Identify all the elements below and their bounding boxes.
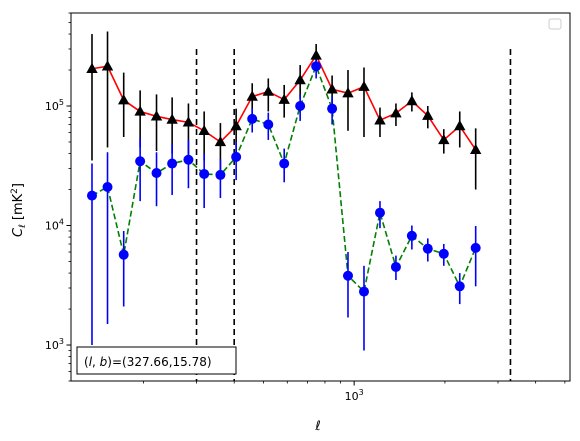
series-1-point (263, 119, 274, 130)
series-0-point (278, 93, 290, 104)
annotation-box: (l, b)=(327.66,15.78) (76, 346, 237, 375)
series-1-point (422, 243, 433, 254)
x-tick-label: 103 (345, 388, 364, 403)
series-1-point (151, 168, 162, 179)
series-1-point (342, 270, 353, 281)
series-1-point (470, 242, 481, 253)
series-1-point (215, 169, 226, 180)
series-1-point (295, 100, 306, 111)
series-1-point (279, 158, 290, 169)
legend-box (548, 18, 562, 30)
series-0-point (230, 120, 242, 131)
series-0-point (454, 120, 466, 131)
series-0-point (214, 135, 227, 147)
series-1-point (231, 151, 242, 162)
series-0-point (101, 60, 114, 71)
series-1-point (247, 113, 258, 124)
series-0-point (134, 105, 146, 116)
series-1-point (358, 286, 369, 297)
series-0-point (86, 62, 98, 73)
series-1-point (438, 248, 449, 259)
y-tick-label: 103 (45, 337, 64, 352)
series-0-point (118, 94, 130, 105)
series-0-point (358, 80, 370, 91)
plot-area (86, 31, 512, 381)
series-0-point (469, 143, 482, 155)
series-0-point (150, 110, 163, 121)
series-0-point (422, 109, 434, 120)
series-1-point (167, 158, 178, 169)
series-0-point (390, 107, 402, 118)
series-0-point (294, 74, 306, 85)
series-0-point (182, 116, 195, 127)
series-0-point (326, 83, 338, 94)
series-1-point (135, 156, 146, 167)
series-1-point (390, 261, 401, 272)
series-1-point (199, 168, 210, 179)
series-0-point (166, 113, 178, 124)
series-0-point (374, 114, 386, 125)
series-0-point (198, 124, 210, 136)
axes: 103 103 104 105 (45, 12, 571, 403)
series-0-point (342, 87, 354, 98)
series-1-point (454, 281, 465, 292)
axes-frame (70, 12, 571, 382)
series-0-point (246, 90, 258, 101)
annotation-text: (l, b)=(327.66,15.78) (84, 355, 212, 369)
series-0-point (438, 133, 450, 145)
series-1-point (102, 182, 113, 193)
y-axis-label: Cℓ [mK2] (10, 183, 28, 237)
y-tick-label: 104 (45, 218, 64, 233)
series-0-point (310, 49, 322, 60)
series-1-point (118, 249, 129, 260)
series-0-point (406, 95, 418, 106)
y-tick-label: 105 (45, 98, 64, 113)
series-1-point (327, 103, 338, 114)
series-1-point (311, 61, 322, 72)
series-1-point (183, 154, 194, 165)
series-0-point (262, 85, 274, 96)
series-1-point (406, 230, 417, 241)
series-1-point (374, 207, 385, 218)
series-1-point (86, 190, 97, 201)
x-axis-label: ℓ (314, 419, 320, 434)
